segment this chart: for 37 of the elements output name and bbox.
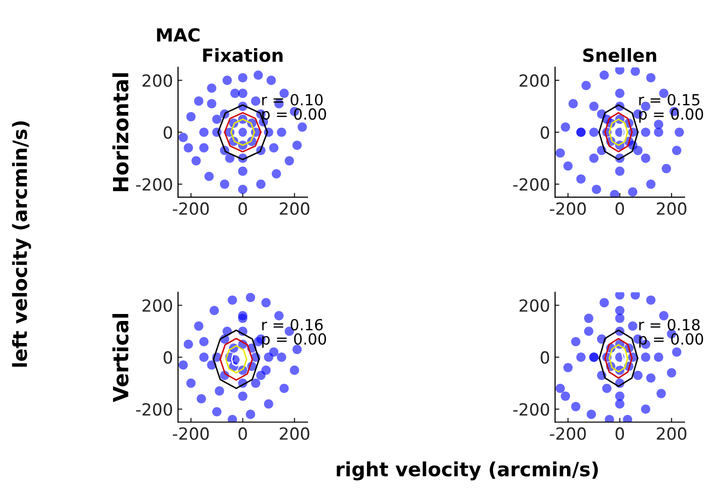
text: left velocity (arcmin/s) — [12, 121, 32, 367]
annotation: p = 0.00 — [639, 333, 704, 348]
y-axis-title: Horizontal — [112, 73, 129, 192]
y-tick-label: -200 — [513, 178, 550, 191]
x-tick-label: 0 — [616, 202, 624, 215]
annotation: r = 0.16 — [262, 318, 323, 330]
y-tick-label: 0 — [164, 351, 172, 364]
x-axis-title: right velocity (arcmin/s) — [336, 461, 598, 480]
x-tick-label: 200 — [280, 202, 310, 215]
annotation: p = 0.00 — [639, 108, 704, 123]
x-tick-label: 200 — [656, 202, 686, 215]
y-tick-label: 0 — [540, 126, 550, 139]
y-tick-label: 200 — [520, 74, 550, 87]
y-axis-title: Vertical — [112, 314, 129, 402]
x-tick-label: 0 — [616, 427, 624, 440]
x-tick-label: 200 — [656, 427, 686, 440]
y-tick-label: -200 — [136, 403, 172, 416]
y-tick-label: 200 — [142, 299, 172, 312]
chart-title: MAC — [157, 28, 200, 42]
chart-title: Snellen — [583, 48, 656, 62]
y-tick-label: 0 — [540, 351, 550, 364]
y-tick-label: -200 — [136, 178, 172, 191]
y-tick-label: 200 — [142, 74, 172, 87]
y-tick-label: 0 — [164, 126, 172, 139]
x-tick-label: -200 — [550, 427, 586, 440]
annotation: r = 0.15 — [639, 94, 700, 106]
x-tick-label: 200 — [280, 427, 310, 440]
annotation: p = 0.00 — [262, 333, 326, 348]
y-tick-label: 200 — [520, 299, 550, 312]
x-tick-label: -200 — [172, 202, 209, 215]
x-tick-label: 0 — [238, 427, 247, 440]
x-tick-label: -200 — [172, 427, 209, 440]
y-tick-label: -200 — [513, 403, 550, 416]
x-tick-label: 0 — [238, 202, 247, 215]
x-tick-label: -200 — [550, 202, 586, 215]
chart-subtitle: Fixation — [203, 48, 283, 62]
annotation: r = 0.18 — [639, 318, 700, 330]
